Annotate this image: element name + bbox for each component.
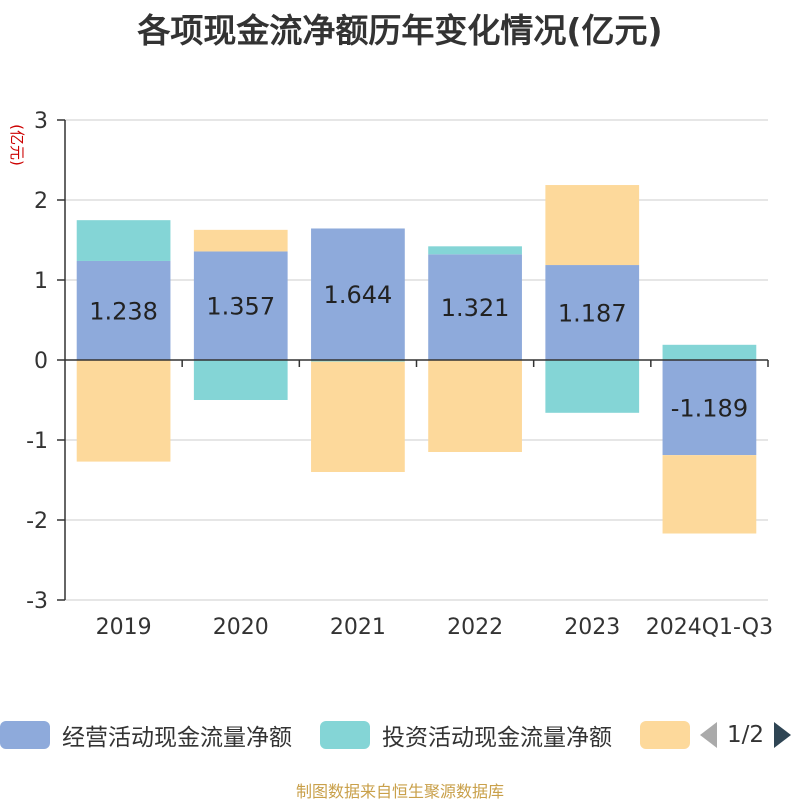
legend-item-financing[interactable] bbox=[640, 715, 690, 755]
x-tick-label: 2024Q1-Q3 bbox=[646, 615, 773, 640]
bar-operating bbox=[662, 360, 757, 456]
bar-financing bbox=[662, 455, 757, 534]
bar-investing bbox=[545, 360, 640, 413]
y-tick-label: -2 bbox=[26, 509, 48, 534]
y-tick-label: 3 bbox=[34, 109, 48, 134]
legend-item-operating[interactable]: 经营活动现金流量净额 bbox=[0, 715, 292, 755]
x-tick-label: 2023 bbox=[564, 615, 620, 640]
y-tick-label: -3 bbox=[26, 589, 48, 614]
bar-investing bbox=[76, 220, 171, 261]
x-tick-label: 2019 bbox=[96, 615, 152, 640]
pager-next-icon[interactable] bbox=[774, 722, 792, 748]
bar-operating bbox=[428, 254, 522, 360]
bar-financing bbox=[193, 229, 288, 252]
bar-financing bbox=[428, 360, 522, 452]
bar-investing bbox=[311, 360, 405, 362]
data-label: 1.644 bbox=[324, 281, 393, 309]
pager-prev-icon[interactable] bbox=[700, 722, 717, 748]
legend: 经营活动现金流量净额 投资活动现金流量净额 bbox=[0, 715, 800, 755]
bars bbox=[76, 185, 757, 534]
bar-financing bbox=[76, 360, 171, 462]
chart-title: 各项现金流净额历年变化情况(亿元) bbox=[137, 11, 663, 50]
data-label: 1.187 bbox=[558, 300, 627, 328]
data-label: 1.321 bbox=[441, 294, 510, 322]
bar-financing bbox=[545, 185, 640, 266]
legend-swatch-financing bbox=[640, 721, 690, 749]
legend-pager: 1/2 bbox=[700, 715, 792, 755]
x-tick-label: 2021 bbox=[330, 615, 386, 640]
legend-label-investing: 投资活动现金流量净额 bbox=[382, 725, 612, 751]
data-label: 1.238 bbox=[89, 297, 158, 325]
legend-swatch-investing bbox=[320, 721, 370, 749]
pager-text: 1/2 bbox=[727, 722, 765, 748]
x-tick-label: 2022 bbox=[447, 615, 503, 640]
x-tick-label: 2020 bbox=[213, 615, 269, 640]
bar-investing bbox=[428, 246, 522, 255]
y-tick-label: -1 bbox=[26, 429, 48, 454]
data-label: 1.357 bbox=[206, 293, 275, 321]
y-tick-label: 2 bbox=[34, 189, 48, 214]
data-labels: 1.238 1.357 1.644 1.321 1.187 -1.189 bbox=[89, 281, 748, 422]
legend-label-operating: 经营活动现金流量净额 bbox=[62, 725, 292, 751]
bar-operating bbox=[311, 228, 405, 360]
data-label: -1.189 bbox=[671, 395, 748, 423]
source-note: 制图数据来自恒生聚源数据库 bbox=[295, 782, 504, 801]
grid-lines bbox=[65, 119, 768, 601]
bar-financing bbox=[311, 361, 405, 472]
bar-investing bbox=[193, 360, 288, 400]
y-tick-label: 1 bbox=[34, 269, 48, 294]
y-axis-unit-label: (亿元) bbox=[8, 124, 26, 166]
bar-operating bbox=[545, 265, 640, 360]
bar-investing bbox=[662, 344, 757, 360]
legend-item-investing[interactable]: 投资活动现金流量净额 bbox=[320, 715, 612, 755]
bar-operating bbox=[76, 260, 171, 360]
legend-swatch-operating bbox=[0, 721, 50, 749]
y-tick-label: 0 bbox=[34, 349, 48, 374]
axes: 3 2 1 0 -1 -2 -3 2019 2020 2021 2022 2023 2024Q1-Q3 bbox=[26, 109, 773, 640]
bar-operating bbox=[193, 251, 288, 360]
